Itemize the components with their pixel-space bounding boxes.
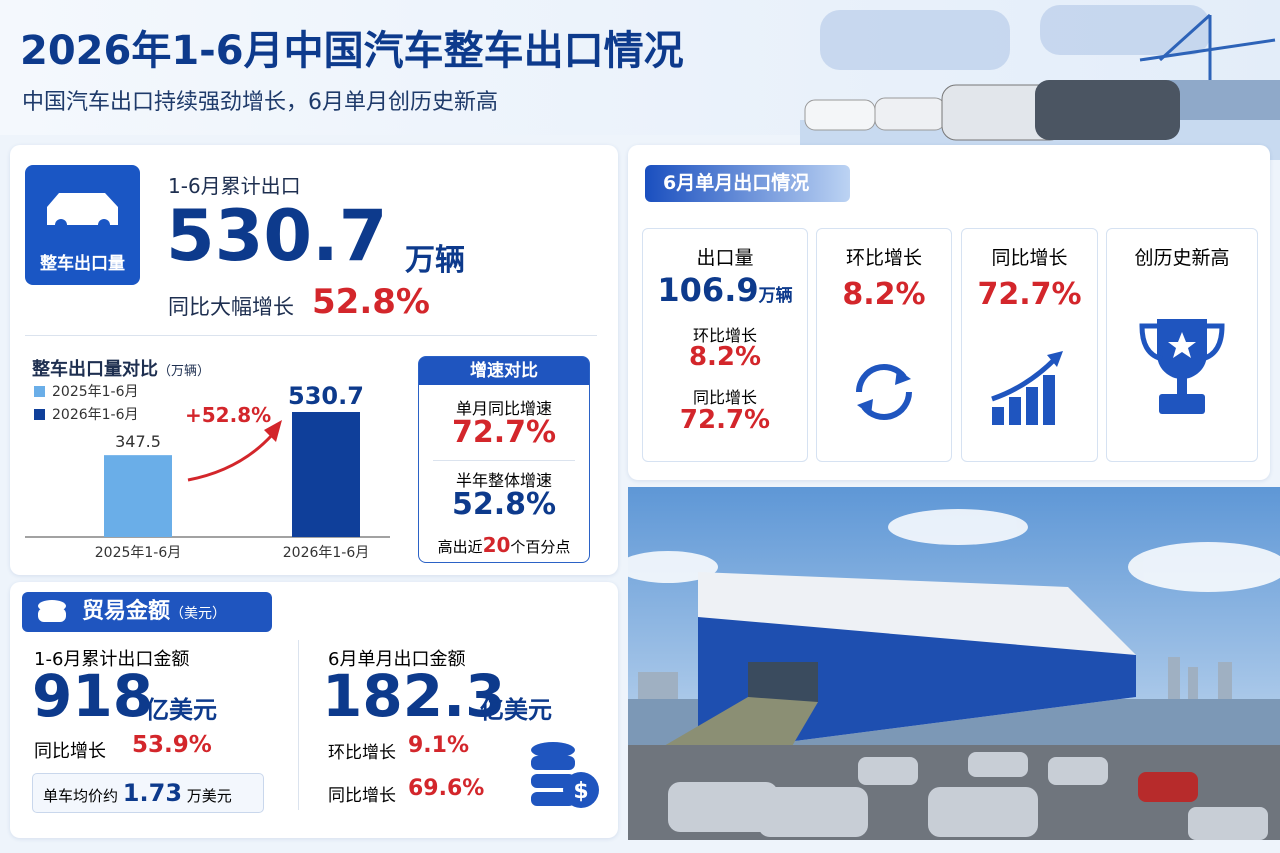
x-tick-label: 2025年1-6月	[95, 545, 182, 561]
trade-title: 贸易金额	[82, 599, 171, 624]
coin-icon	[38, 600, 66, 622]
card-label: 同比增长	[991, 247, 1068, 269]
card-number: 106.9	[657, 271, 759, 309]
chart-unit: （万辆）	[158, 364, 211, 379]
card-label: 出口量	[696, 247, 754, 269]
trade-item-value: 69.6%	[408, 776, 485, 801]
trade-label: 6月单月出口金额	[328, 649, 466, 670]
legend-label: 2025年1-6月	[52, 384, 139, 400]
compare-title: 增速对比	[419, 357, 589, 385]
card-sub-value: 72.7%	[679, 405, 771, 435]
legend-swatch	[34, 386, 45, 397]
car-icon	[47, 193, 118, 231]
value-label: 347.5	[115, 432, 161, 451]
growth-compare: 增速对比 单月同比增速 72.7% 半年整体增速 52.8% 高出近20个百分点	[418, 356, 590, 563]
avg-price: 单车均价约 1.73 万美元	[32, 773, 264, 813]
trade-growth-label: 同比增长	[34, 741, 106, 762]
volume-value: 530.7	[166, 195, 388, 277]
june-title: 6月单月出口情况	[645, 165, 850, 202]
card-label: 环比增长	[845, 247, 922, 269]
card-value: 106.9万辆	[643, 271, 807, 309]
divider	[25, 335, 597, 336]
trade-value: 918	[32, 662, 154, 730]
volume-label: 1-6月累计出口	[168, 174, 301, 198]
note-text: 个百分点	[510, 538, 571, 556]
compare-value: 52.8%	[451, 487, 557, 522]
svg-text:$: $	[573, 779, 588, 804]
x-tick-label: 2026年1-6月	[283, 545, 370, 561]
badge: 整车出口量	[25, 165, 140, 285]
trade-header: 贸易金额（美元）	[22, 592, 272, 632]
trade-item-label: 同比增长	[328, 786, 396, 806]
trade-unit: 亿美元	[480, 696, 552, 724]
title: 2026年1-6月中国汽车整车出口情况	[20, 28, 684, 74]
compare-divider	[433, 460, 575, 461]
trophy-icon	[1139, 319, 1225, 414]
note-number: 20	[482, 533, 511, 557]
chart-title: 整车出口量对比（万辆）	[32, 355, 210, 381]
trade-unit: 亿美元	[145, 696, 217, 724]
june-card: 创历史新高	[1106, 228, 1258, 462]
june-card: 环比增长 8.2%	[816, 228, 952, 462]
compare-label: 半年整体增速	[455, 471, 552, 490]
card-unit: 万辆	[758, 286, 793, 306]
avg-value: 1.73	[122, 779, 183, 807]
compare-value: 72.7%	[451, 415, 557, 450]
legend-label: 2026年1-6月	[52, 407, 139, 423]
card-sub-label: 同比增长	[692, 388, 757, 407]
value-label: 530.7	[288, 382, 364, 410]
trade-growth: 53.9%	[132, 732, 212, 758]
avg-label: 单车均价约	[43, 787, 119, 805]
money-icon: $	[531, 742, 599, 808]
trade-value: 182.3	[322, 662, 506, 730]
card-value: 72.7%	[977, 277, 1082, 312]
note-text: 高出近	[437, 538, 483, 556]
cycle-icon	[856, 364, 912, 420]
compare-note: 高出近20个百分点	[419, 533, 589, 557]
trend-arrow	[187, 433, 274, 482]
annotation: +52.8%	[185, 403, 271, 427]
bar	[292, 412, 360, 537]
june-card: 同比增长 72.7%	[961, 228, 1098, 462]
ship-photo	[628, 487, 1280, 840]
june-card: 出口量 106.9万辆 环比增长 8.2% 同比增长 72.7%	[642, 228, 808, 462]
growth-value: 52.8%	[312, 282, 430, 322]
avg-unit: 万美元	[186, 787, 232, 805]
growth-icon	[991, 351, 1063, 425]
header-illustration	[800, 5, 1280, 160]
trade-label: 1-6月累计出口金额	[34, 649, 190, 670]
trade-item-label: 环比增长	[328, 743, 396, 763]
subtitle: 中国汽车出口持续强劲增长，6月单月创历史新高	[22, 90, 498, 115]
growth-label: 同比大幅增长	[168, 295, 294, 319]
card-label: 创历史新高	[1134, 247, 1230, 269]
trade-item-value: 9.1%	[408, 733, 470, 758]
card-value: 8.2%	[842, 277, 926, 312]
bar	[104, 455, 172, 537]
card-sub-label: 环比增长	[692, 326, 757, 345]
card-sub-value: 8.2%	[688, 342, 762, 372]
chart-title-text: 整车出口量对比	[32, 359, 158, 380]
badge-label: 整车出口量	[40, 254, 125, 274]
compare-label: 单月同比增速	[455, 399, 552, 418]
volume-unit: 万辆	[405, 243, 465, 278]
trade-unit: （美元）	[170, 606, 227, 622]
legend-swatch	[34, 409, 45, 420]
bar-chart: 2025年1-6月 2026年1-6月 2025年1-6月 347.5 2026年1-6…	[25, 382, 390, 561]
arrow-head	[264, 420, 282, 442]
trade-divider	[298, 640, 299, 810]
